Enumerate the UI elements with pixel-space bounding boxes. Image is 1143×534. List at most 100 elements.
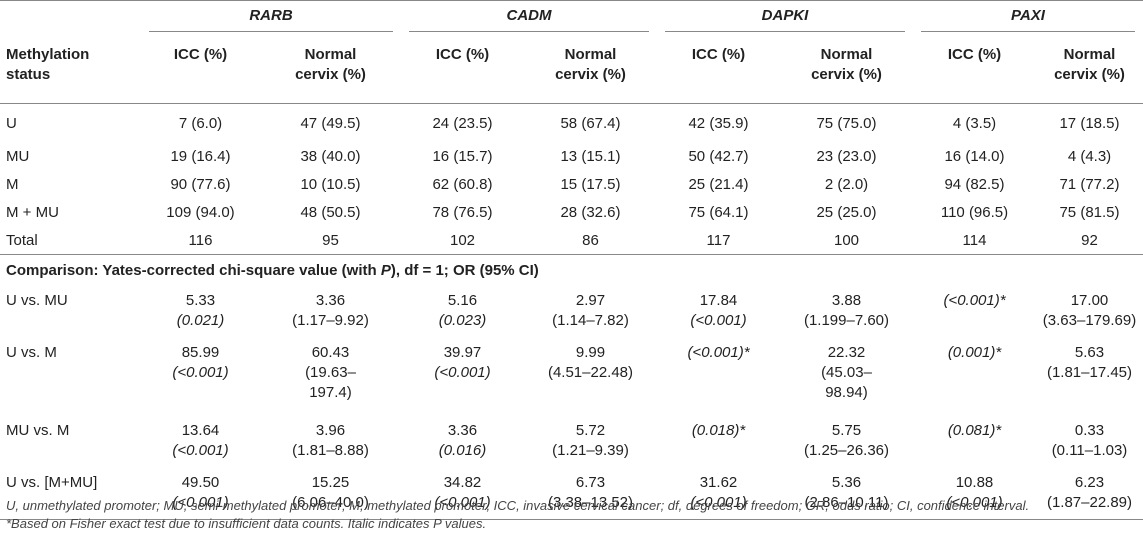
footnote-abbreviations: U, unmethylated promoter; MU, semi-methy…	[6, 498, 1030, 513]
comparison-cell: 15.25 (6.06–40.0)	[260, 467, 401, 520]
table-cell: 4 (4.3)	[1067, 147, 1112, 165]
p-value: (<0.001)	[172, 494, 229, 511]
table-cell: 71 (77.2)	[1059, 175, 1120, 193]
table-cell: 13 (15.1)	[560, 147, 621, 165]
comparison-row: U vs. M 85.99 (<0.001) 60.43 (19.63– 197.4) 39…	[0, 337, 1143, 415]
comparison-cell: 9.99 (4.51–22.48)	[524, 337, 657, 415]
stat-value: (6.06–40.0)	[292, 494, 369, 511]
stat-value: 5.36	[831, 474, 862, 491]
footnote-fisher: *Based on Fisher exact test due to insuf…	[6, 516, 487, 531]
stat-value: 85.99	[181, 344, 220, 361]
row-label: MU	[6, 147, 30, 165]
table-cell: 94 (82.5)	[944, 175, 1005, 193]
stat-value: 5.75	[831, 422, 862, 439]
table-cell: 86	[582, 231, 599, 249]
p-value: (0.018)*	[691, 422, 746, 439]
table-cell: 24 (23.5)	[432, 114, 493, 132]
stat-value: 9.99	[575, 344, 606, 361]
table-cell: 47 (49.5)	[300, 114, 361, 132]
stat-value: 17.84	[699, 292, 738, 309]
stat-value: 22.32	[827, 344, 866, 361]
stat-value: 5.63	[1074, 344, 1105, 361]
table-cell: 38 (40.0)	[300, 147, 361, 165]
table-cell: 25 (25.0)	[816, 203, 877, 221]
stat-value: 5.72	[575, 422, 606, 439]
stat-value: (2.86–10.11)	[804, 494, 889, 511]
comparison-cell: (0.001)*	[913, 337, 1036, 415]
comparison-cell: 22.32 (45.03– 98.94)	[780, 337, 913, 415]
table-cell: 7 (6.0)	[178, 114, 223, 132]
stat-value: (1.14–7.82)	[552, 312, 629, 329]
comparison-cell: 6.73 (3.38–13.52)	[524, 467, 657, 520]
p-value: (0.023)	[438, 312, 487, 329]
row-label: MU vs. M	[6, 422, 70, 439]
comparison-cell: 5.33 (0.021)	[141, 285, 260, 337]
comparison-cell: (0.018)*	[657, 415, 780, 467]
comparison-cell: 13.64 (<0.001)	[141, 415, 260, 467]
table-row: M + MU 109 (94.0) 48 (50.5) 78 (76.5) 28 (32…	[0, 198, 1143, 226]
comparison-cell: 3.88 (1.199–7.60)	[780, 285, 913, 337]
p-value: (<0.001)	[434, 494, 491, 511]
stat-value: (1.81–17.45)	[1046, 364, 1133, 381]
normal-cervix-column-header: Normal cervix (%)	[780, 37, 913, 104]
table-cell: 95	[322, 231, 339, 249]
p-value: (<0.001)	[172, 442, 229, 459]
icc-column-header: ICC (%)	[913, 37, 1036, 104]
row-label: U vs. M	[6, 344, 57, 361]
comparison-cell: 0.33 (0.11–1.03)	[1036, 415, 1143, 467]
table-cell: 16 (15.7)	[432, 147, 493, 165]
stat-value: 15.25	[311, 474, 350, 491]
row-label: U vs. MU	[6, 292, 68, 309]
stat-value: (4.51–22.48)	[547, 364, 634, 381]
stat-value: 3.36	[315, 292, 346, 309]
icc-column-header: ICC (%)	[657, 37, 780, 104]
table-cell: 114	[962, 231, 987, 249]
table-cell: 92	[1081, 231, 1098, 249]
stat-value: (19.63–	[305, 364, 356, 381]
comparison-cell: 5.16 (0.023)	[401, 285, 524, 337]
table-cell: 90 (77.6)	[170, 175, 231, 193]
table-cell: 75 (64.1)	[688, 203, 749, 221]
table-cell: 42 (35.9)	[688, 114, 749, 132]
icc-column-header: ICC (%)	[141, 37, 260, 104]
row-label: M	[6, 175, 19, 193]
gene-header-rarb: RARB	[141, 0, 401, 37]
stat-value: 3.96	[315, 422, 346, 439]
comparison-cell: 34.82 (<0.001)	[401, 467, 524, 520]
table-row: MU 19 (16.4) 38 (40.0) 16 (15.7) 13 (15.1) 50…	[0, 142, 1143, 170]
stat-value: 34.82	[443, 474, 482, 491]
comparison-cell: 60.43 (19.63– 197.4)	[260, 337, 401, 415]
stat-value: 13.64	[181, 422, 220, 439]
table-cell: 116	[188, 231, 213, 249]
table-cell: 19 (16.4)	[170, 147, 231, 165]
p-value: (<0.001)	[690, 312, 747, 329]
icc-column-header: ICC (%)	[401, 37, 524, 104]
stat-value: 98.94)	[825, 384, 868, 401]
comparison-cell: 3.36 (1.17–9.92)	[260, 285, 401, 337]
stat-value: 31.62	[699, 474, 738, 491]
table-cell: 109 (94.0)	[166, 203, 235, 221]
table-cell: 28 (32.6)	[560, 203, 621, 221]
p-value: (<0.001)	[946, 494, 1003, 511]
stat-value: 17.00	[1070, 292, 1109, 309]
table-cell: 117	[706, 231, 731, 249]
table-cell: 10 (10.5)	[300, 175, 361, 193]
comparison-heading-row: Comparison: Yates-corrected chi-square v…	[0, 254, 1143, 285]
stat-value: (1.81–8.88)	[292, 442, 369, 459]
table-cell: 58 (67.4)	[560, 114, 621, 132]
comparison-heading: Comparison: Yates-corrected chi-square v…	[0, 254, 1143, 285]
p-value: (<0.001)	[690, 494, 747, 511]
comparison-cell: 10.88 (<0.001)	[913, 467, 1036, 520]
comparison-cell: (0.081)*	[913, 415, 1036, 467]
comparison-cell: 49.50 (<0.001)	[141, 467, 260, 520]
p-value: (0.021)	[176, 312, 225, 329]
gene-header-paxi: PAXI	[913, 0, 1143, 37]
table-cell: 62 (60.8)	[432, 175, 493, 193]
comparison-cell: 31.62 (<0.001)	[657, 467, 780, 520]
table-cell: 75 (75.0)	[816, 114, 877, 132]
stat-value: 60.43	[311, 344, 350, 361]
table-cell: 48 (50.5)	[300, 203, 361, 221]
normal-cervix-column-header: Normal cervix (%)	[524, 37, 657, 104]
comparison-cell: 5.72 (1.21–9.39)	[524, 415, 657, 467]
stat-value: 39.97	[443, 344, 482, 361]
